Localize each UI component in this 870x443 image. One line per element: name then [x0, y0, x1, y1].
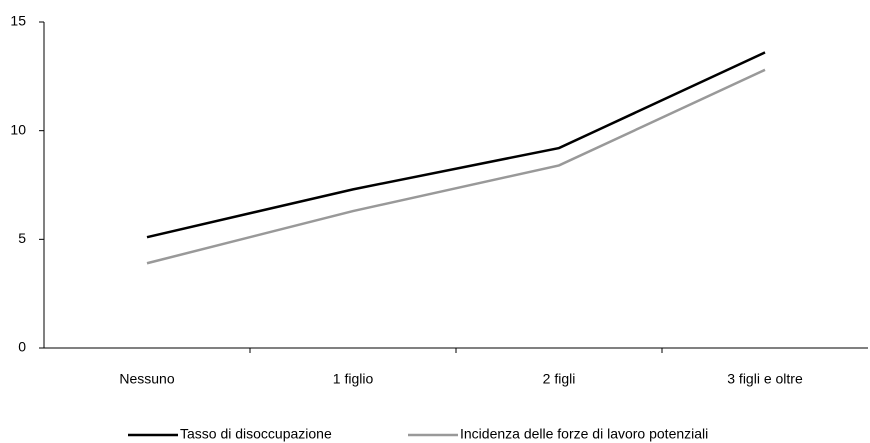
- x-tick-label: Nessuno: [119, 371, 174, 387]
- series-line: [146, 51, 766, 239]
- x-tick-label: 1 figlio: [333, 371, 374, 387]
- legend-label: Tasso di disoccupazione: [180, 426, 332, 442]
- series-line: [146, 68, 766, 265]
- legend-label: Incidenza delle forze di lavoro potenzia…: [460, 426, 708, 442]
- y-tick-label: 10: [10, 121, 26, 137]
- y-tick-label: 15: [10, 13, 26, 29]
- y-tick-label: 0: [18, 339, 26, 355]
- x-tick-label: 2 figli: [543, 371, 576, 387]
- y-tick-label: 5: [18, 230, 26, 246]
- x-tick-label: 3 figli e oltre: [727, 371, 803, 387]
